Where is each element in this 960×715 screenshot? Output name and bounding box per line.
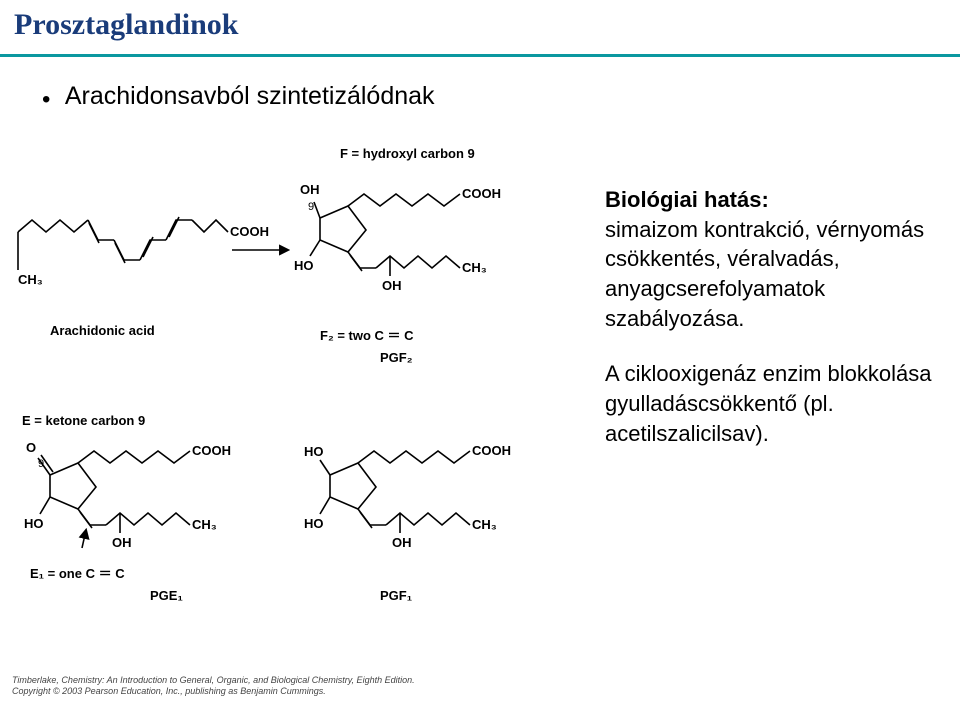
side-body1: simaizom kontrakció, vérnyomás csökkenté… <box>605 217 924 331</box>
bullet-text: Arachidonsavból szintetizálódnak <box>65 82 435 110</box>
lbl-oh1: OH <box>300 182 320 197</box>
credit: Timberlake, Chemistry: An Introduction t… <box>12 675 415 697</box>
lbl-ho1: HO <box>294 258 314 273</box>
lbl-ho2: HO <box>24 516 44 531</box>
lbl-arachidonic: Arachidonic acid <box>50 323 155 338</box>
lbl-ch3: CH₃ <box>18 272 43 287</box>
side-text: Biológiai hatás: simaizom kontrakció, vé… <box>605 185 935 475</box>
lbl-cooh3: COOH <box>192 443 231 458</box>
bullet-line: • Arachidonsavból szintetizálódnak <box>42 82 435 112</box>
lbl-cooh2: COOH <box>462 186 501 201</box>
lbl-ch3b: CH₃ <box>462 260 487 275</box>
chemical-diagram: .b { stroke:#000; stroke-width:1.6; fill… <box>10 140 580 700</box>
page-title: Prosztaglandinok <box>14 8 239 42</box>
lbl-ho4: HO <box>304 516 324 531</box>
lbl-pgf2: PGF₂ <box>380 350 413 365</box>
lbl-pge1: PGE₁ <box>150 588 183 603</box>
lbl-oh2: OH <box>382 278 402 293</box>
lbl-ch3c: CH₃ <box>192 517 217 532</box>
lbl-f: F = hydroxyl carbon 9 <box>340 146 475 161</box>
lbl-pgf1: PGF₁ <box>380 588 412 603</box>
lbl-ch3d: CH₃ <box>472 517 497 532</box>
lbl-cooh4: COOH <box>472 443 511 458</box>
bullet-marker: • <box>42 88 50 112</box>
lbl-ho3: HO <box>304 444 324 459</box>
lbl-o: O <box>26 440 36 455</box>
lbl-cooh: COOH <box>230 224 269 239</box>
lbl-f2: F₂ = two C ＝ C <box>320 328 414 343</box>
title-underline <box>0 54 960 57</box>
lbl-9a: 9 <box>308 201 314 213</box>
lbl-oh3: OH <box>112 535 132 550</box>
lbl-e1: E₁ = one C ＝ C <box>30 566 125 581</box>
credit-line1: Timberlake, Chemistry: An Introduction t… <box>12 675 415 685</box>
lbl-oh4: OH <box>392 535 412 550</box>
credit-line2: Copyright © 2003 Pearson Education, Inc.… <box>12 686 326 696</box>
side-heading: Biológiai hatás: <box>605 187 769 212</box>
side-body2: A ciklooxigenáz enzim blokkolása gyullad… <box>605 359 935 448</box>
lbl-e: E = ketone carbon 9 <box>22 413 145 428</box>
